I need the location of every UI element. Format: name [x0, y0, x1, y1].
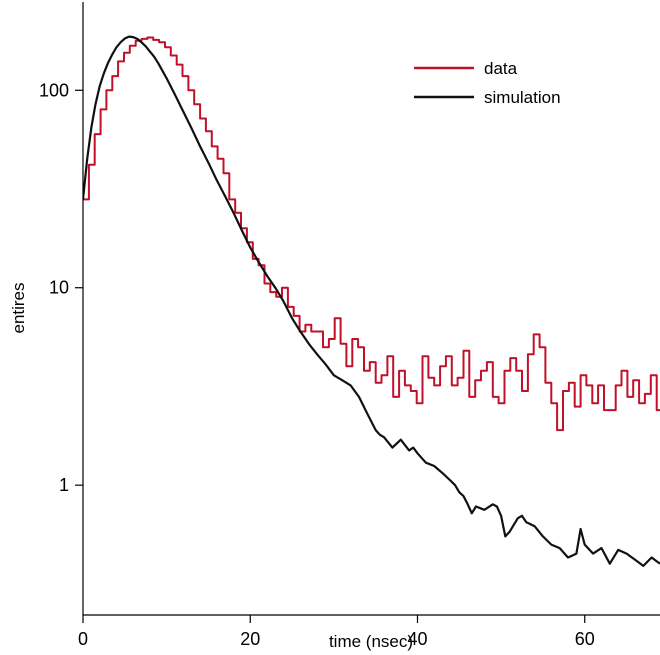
series-layer: [83, 35, 660, 567]
y-tick-label-100: 100: [39, 80, 69, 100]
x-tick-label-20: 20: [240, 629, 260, 649]
y-axis-ticks: 1 10 100: [39, 80, 83, 495]
y-axis-title: entires: [9, 282, 28, 333]
x-axis-title: time (nsec): [329, 632, 413, 651]
x-tick-label-40: 40: [407, 629, 427, 649]
series-data: [83, 36, 660, 432]
y-tick-label-10: 10: [49, 278, 69, 298]
y-tick-label-1: 1: [59, 475, 69, 495]
legend-label-simulation: simulation: [484, 88, 561, 107]
x-tick-label-0: 0: [78, 629, 88, 649]
legend-label-data: data: [484, 59, 518, 78]
x-axis-ticks: 0 20 40 60: [78, 615, 595, 649]
series-simulation: [83, 35, 660, 567]
x-tick-label-60: 60: [575, 629, 595, 649]
legend: data simulation: [414, 59, 561, 107]
